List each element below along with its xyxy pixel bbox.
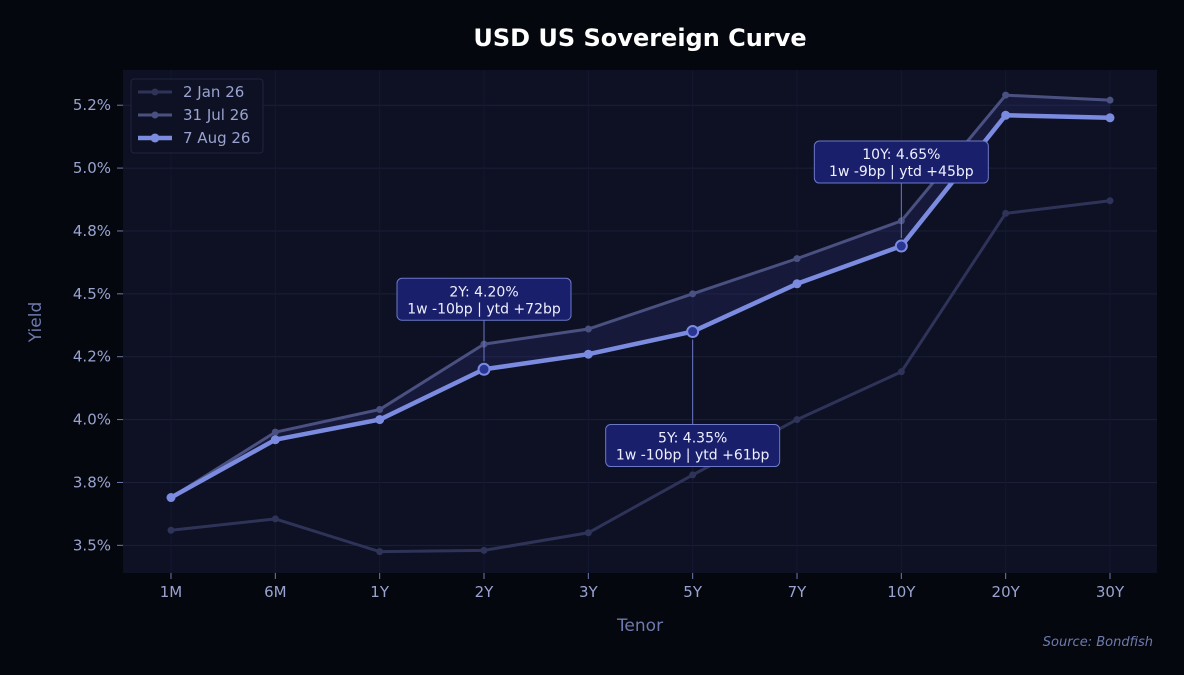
annotation-marker [477, 362, 491, 376]
source-note: Source: Bondfish [1043, 635, 1153, 650]
data-point [793, 255, 801, 263]
annotation-title: 5Y: 4.35% [658, 431, 727, 447]
data-point [584, 325, 592, 333]
y-tick-label: 4.8% [73, 222, 111, 240]
legend: 2 Jan 26 31 Jul 26 7 Aug 26 [130, 78, 264, 154]
legend-entry: 31 Jul 26 [138, 106, 249, 124]
legend-label: 2 Jan 26 [183, 83, 244, 101]
data-point [1105, 113, 1115, 123]
data-point [271, 515, 279, 523]
data-point [1106, 197, 1114, 205]
x-tick-label: 7Y [788, 583, 808, 601]
legend-entry: 2 Jan 26 [138, 83, 244, 101]
annotation-marker [686, 325, 700, 339]
legend-swatch-marker [151, 88, 159, 96]
annotation-marker [894, 239, 908, 253]
legend-swatch-marker [150, 133, 160, 143]
weekly-change-band [171, 95, 1110, 498]
x-axis: 1M 6M 1Y 2Y 3Y 5Y 7Y 10Y 20Y 30Y [160, 573, 1125, 601]
data-point [793, 416, 801, 424]
annotation-title: 10Y: 4.65% [862, 147, 940, 163]
data-point [689, 290, 697, 298]
legend-label: 31 Jul 26 [183, 106, 249, 124]
data-point [584, 529, 592, 537]
data-point [271, 428, 279, 436]
y-tick-label: 3.5% [73, 536, 111, 554]
series-year-start [167, 197, 1114, 556]
data-point [1002, 91, 1010, 99]
y-tick-label: 5.2% [73, 96, 111, 114]
y-tick-label: 3.8% [73, 473, 111, 491]
legend-entry: 7 Aug 26 [138, 129, 250, 147]
data-point [167, 526, 175, 534]
legend-swatch-marker [151, 111, 159, 119]
data-point [1106, 96, 1114, 104]
x-tick-label: 30Y [1096, 583, 1125, 601]
annotation-5y: 5Y: 4.35%1w -10bp | ytd +61bp [605, 325, 781, 468]
annotation-10y: 10Y: 4.65%1w -9bp | ytd +45bp [813, 140, 989, 253]
legend-label: 7 Aug 26 [183, 129, 250, 147]
annotation-detail: 1w -10bp | ytd +61bp [616, 448, 770, 464]
y-tick-label: 4.5% [73, 285, 111, 303]
data-point [897, 368, 905, 376]
data-point [792, 279, 802, 289]
data-point [1002, 209, 1010, 217]
series-line [169, 199, 1112, 554]
x-tick-label: 6M [264, 583, 287, 601]
data-point [270, 435, 280, 445]
data-point [480, 546, 488, 554]
x-tick-label: 1Y [370, 583, 390, 601]
y-tick-label: 4.0% [73, 411, 111, 429]
annotation-detail: 1w -10bp | ytd +72bp [407, 301, 561, 317]
annotation-title: 2Y: 4.20% [449, 284, 518, 300]
annotation-2y: 2Y: 4.20%1w -10bp | ytd +72bp [396, 277, 572, 376]
annotation-detail: 1w -9bp | ytd +45bp [829, 164, 974, 180]
data-point [376, 406, 384, 414]
data-point [166, 493, 176, 503]
x-axis-label: Tenor [616, 616, 663, 636]
data-point [583, 349, 593, 359]
annotation-box [605, 424, 781, 468]
data-point [375, 415, 385, 425]
data-point [689, 471, 697, 479]
data-point [376, 548, 384, 556]
x-tick-label: 10Y [887, 583, 916, 601]
y-tick-label: 4.2% [73, 348, 111, 366]
change-band [171, 95, 1110, 498]
x-tick-label: 2Y [475, 583, 495, 601]
chart-title: USD US Sovereign Curve [473, 24, 806, 52]
y-axis: 3.5% 3.8% 4.0% 4.2% 4.5% 4.8% 5.0% 5.2% [73, 96, 123, 554]
x-tick-label: 3Y [579, 583, 599, 601]
x-tick-label: 20Y [992, 583, 1021, 601]
x-tick-label: 1M [160, 583, 183, 601]
annotation-box [396, 277, 572, 321]
legend-box [130, 78, 264, 154]
y-tick-label: 5.0% [73, 159, 111, 177]
data-point [1001, 110, 1011, 120]
annotation-box [813, 140, 989, 184]
y-axis-label: Yield [26, 302, 46, 343]
x-tick-label: 5Y [683, 583, 703, 601]
